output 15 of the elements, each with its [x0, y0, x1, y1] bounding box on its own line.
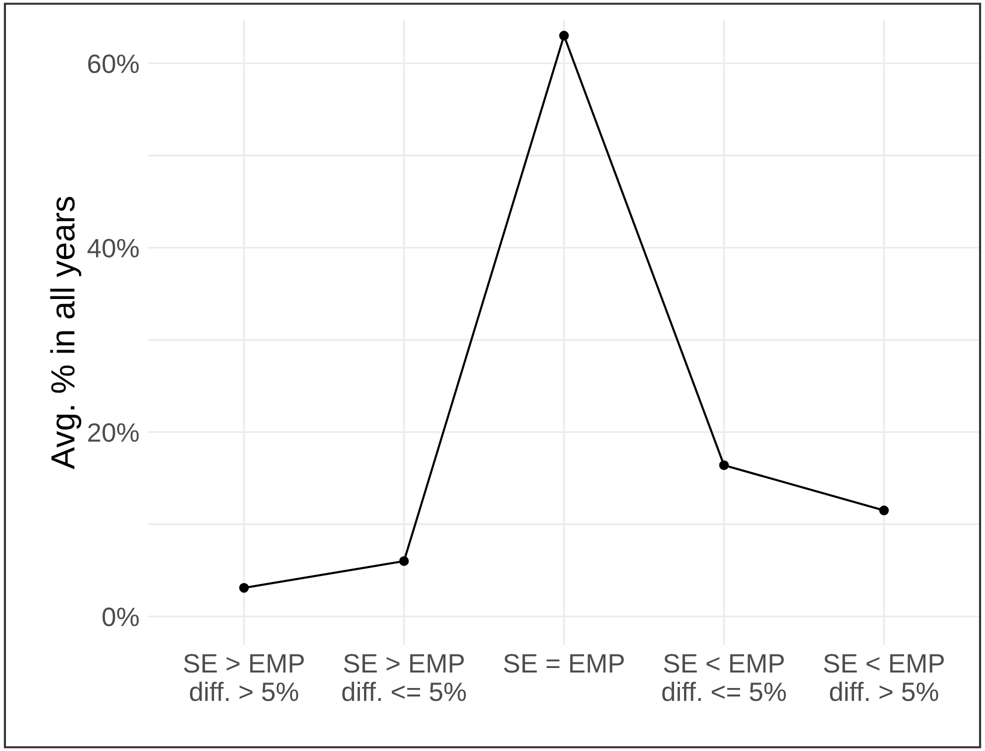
y-tick-label: 40%	[87, 238, 139, 258]
point	[399, 556, 409, 566]
x-tick-label: SE > EMP diff. > 5%	[184, 654, 304, 702]
y-axis-title: Avg. % in all years	[50, 196, 82, 470]
x-tick-label: SE < EMP diff. > 5%	[824, 654, 944, 702]
point	[719, 460, 729, 470]
point	[879, 506, 889, 516]
x-tick-label: SE < EMP diff. <= 5%	[662, 654, 786, 702]
point	[239, 582, 249, 593]
y-tick-label: 60%	[88, 54, 139, 74]
y-tick-label: 20%	[88, 423, 139, 442]
x-tick-label: SE = EMP	[504, 654, 624, 673]
x-tick-label: SE > EMP diff. <= 5%	[342, 654, 466, 702]
point	[559, 30, 569, 41]
y-tick-label: 0%	[102, 608, 139, 626]
